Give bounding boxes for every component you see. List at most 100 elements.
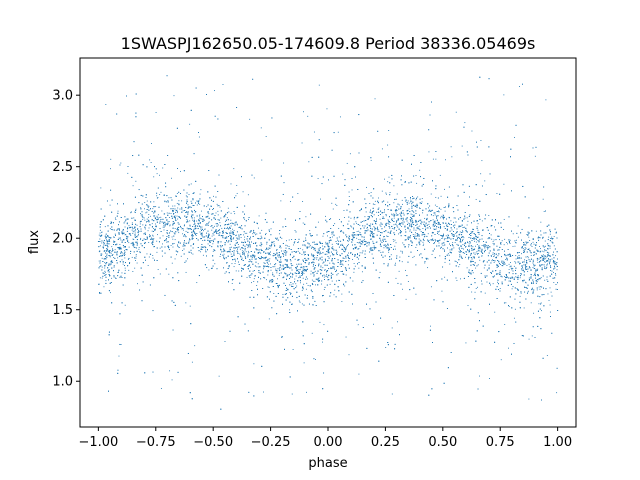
- data-point: [124, 226, 126, 228]
- data-point: [332, 208, 334, 210]
- data-point: [123, 246, 125, 248]
- data-point: [468, 258, 469, 260]
- data-point: [323, 248, 324, 250]
- data-point: [465, 243, 467, 245]
- data-point: [443, 239, 445, 241]
- data-point: [234, 213, 236, 215]
- data-point: [316, 257, 318, 259]
- data-point: [350, 252, 351, 254]
- data-point: [208, 221, 210, 223]
- data-point: [214, 263, 216, 265]
- data-point: [135, 208, 137, 210]
- data-point: [302, 201, 304, 202]
- data-point: [508, 263, 510, 265]
- data-point: [202, 254, 204, 256]
- data-point: [315, 284, 316, 286]
- data-point: [201, 226, 203, 228]
- data-point: [546, 355, 548, 357]
- data-point: [190, 183, 192, 185]
- data-point: [456, 231, 458, 233]
- data-point: [338, 236, 340, 238]
- data-point: [109, 275, 111, 277]
- data-point: [517, 225, 519, 227]
- data-point: [224, 341, 226, 342]
- data-point: [359, 239, 361, 241]
- data-point: [390, 254, 392, 256]
- data-point: [104, 270, 106, 272]
- data-point: [341, 243, 343, 245]
- data-point: [492, 283, 494, 285]
- data-point: [553, 245, 555, 247]
- data-point: [247, 247, 249, 249]
- data-point: [377, 230, 379, 232]
- data-point: [187, 204, 189, 206]
- data-point: [458, 251, 460, 253]
- data-point: [358, 267, 360, 269]
- data-point: [417, 196, 419, 198]
- data-point: [490, 234, 492, 236]
- data-point: [221, 251, 222, 253]
- data-point: [471, 291, 473, 293]
- data-point: [526, 266, 528, 268]
- data-point: [472, 272, 474, 274]
- data-point: [470, 253, 472, 255]
- data-point: [277, 278, 278, 280]
- data-point: [301, 271, 303, 272]
- data-point: [435, 196, 437, 198]
- data-point: [327, 279, 329, 281]
- data-point: [536, 279, 538, 280]
- data-point: [101, 266, 103, 268]
- data-point: [555, 255, 557, 257]
- data-point: [475, 267, 477, 269]
- data-point: [131, 222, 133, 224]
- data-point: [133, 239, 135, 241]
- data-point: [285, 259, 287, 261]
- data-point: [494, 226, 495, 228]
- data-point: [208, 240, 210, 242]
- data-point: [147, 219, 149, 221]
- data-point: [183, 242, 185, 244]
- data-point: [101, 257, 103, 259]
- data-point: [461, 145, 463, 147]
- data-point: [183, 229, 184, 231]
- data-point: [500, 359, 502, 361]
- data-point: [278, 274, 280, 276]
- data-point: [137, 228, 138, 230]
- data-point: [166, 241, 168, 243]
- data-point: [123, 229, 124, 230]
- data-point: [146, 211, 148, 213]
- data-point: [401, 261, 403, 263]
- data-point: [368, 241, 370, 243]
- data-point: [499, 270, 501, 272]
- data-point: [537, 237, 539, 239]
- data-point: [207, 215, 209, 217]
- data-point: [105, 244, 107, 246]
- data-point: [411, 219, 413, 221]
- data-point: [288, 239, 290, 241]
- data-point: [435, 228, 437, 230]
- data-point: [480, 173, 482, 175]
- data-point: [284, 251, 286, 253]
- data-point: [193, 232, 195, 234]
- data-point: [524, 251, 525, 253]
- data-point: [549, 311, 551, 313]
- data-point: [182, 210, 184, 212]
- data-point: [439, 230, 440, 232]
- data-point: [152, 257, 154, 259]
- data-point: [479, 375, 481, 377]
- data-point: [327, 252, 329, 253]
- data-point: [149, 224, 151, 226]
- data-point: [312, 280, 314, 282]
- data-point: [412, 234, 414, 236]
- data-point: [107, 270, 109, 272]
- data-point: [219, 245, 221, 246]
- data-point: [162, 221, 164, 223]
- data-point: [181, 228, 183, 230]
- data-point: [398, 233, 399, 235]
- data-point: [223, 253, 225, 255]
- data-point: [347, 240, 349, 241]
- data-point: [115, 251, 117, 253]
- data-point: [243, 239, 245, 241]
- data-point: [553, 271, 554, 273]
- data-point: [259, 249, 261, 251]
